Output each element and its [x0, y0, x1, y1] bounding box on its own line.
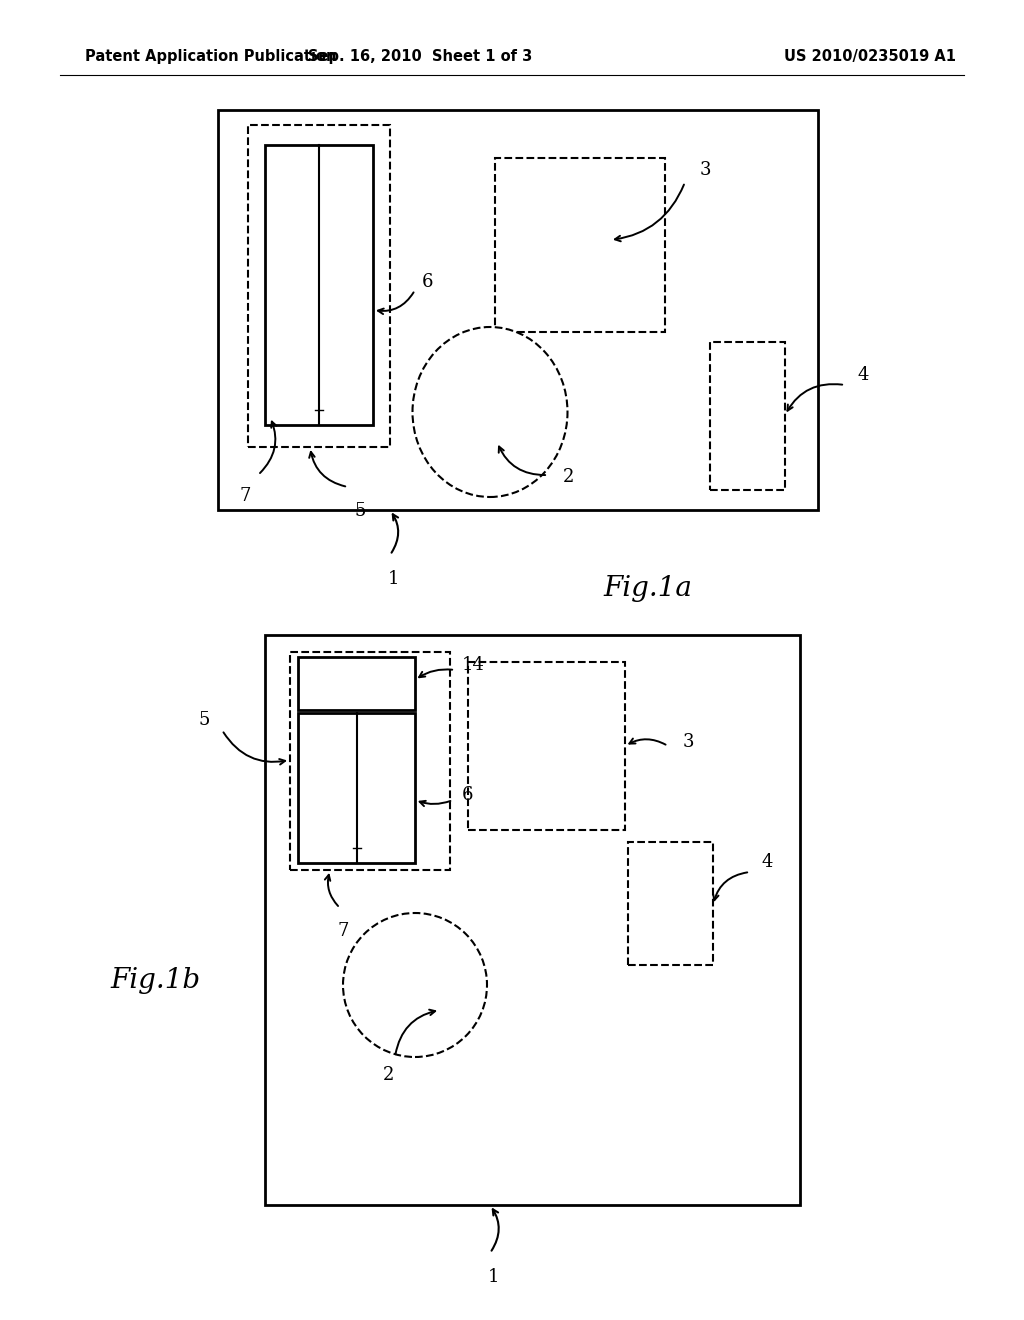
Text: 2: 2	[382, 1067, 393, 1084]
Bar	[218, 110, 818, 510]
Text: 7: 7	[337, 921, 349, 940]
Bar	[298, 657, 415, 710]
Bar	[290, 652, 450, 870]
Bar	[265, 145, 373, 425]
Bar	[298, 713, 415, 863]
Text: 3: 3	[683, 733, 694, 751]
Text: 4: 4	[762, 853, 773, 871]
Text: 5: 5	[199, 711, 210, 729]
Bar	[265, 635, 800, 1205]
Bar	[710, 342, 785, 490]
Text: 3: 3	[700, 161, 712, 180]
Text: 1: 1	[487, 1269, 499, 1286]
Text: 6: 6	[462, 785, 473, 804]
Text: 5: 5	[354, 502, 366, 520]
Bar	[628, 842, 713, 965]
Text: Sep. 16, 2010  Sheet 1 of 3: Sep. 16, 2010 Sheet 1 of 3	[308, 49, 532, 65]
Text: 14: 14	[462, 656, 485, 675]
Text: US 2010/0235019 A1: US 2010/0235019 A1	[784, 49, 956, 65]
Text: Patent Application Publication: Patent Application Publication	[85, 49, 337, 65]
Text: 7: 7	[240, 487, 251, 506]
Bar	[495, 158, 665, 333]
Circle shape	[343, 913, 487, 1057]
Bar	[248, 125, 390, 447]
Ellipse shape	[413, 327, 567, 498]
Text: 6: 6	[422, 273, 433, 290]
Text: 1: 1	[387, 570, 398, 587]
Bar	[468, 663, 625, 830]
Text: Fig.1b: Fig.1b	[110, 966, 200, 994]
Text: 4: 4	[858, 366, 869, 384]
Text: 2: 2	[563, 469, 574, 486]
Text: Fig.1a: Fig.1a	[603, 576, 692, 602]
